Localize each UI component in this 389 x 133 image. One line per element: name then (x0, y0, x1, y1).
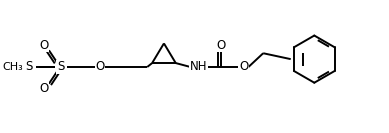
Text: O: O (239, 61, 248, 74)
Text: O: O (39, 82, 49, 95)
Text: O: O (39, 39, 49, 52)
Text: NH: NH (189, 61, 207, 74)
Text: S: S (57, 61, 65, 74)
Text: CH₃: CH₃ (3, 62, 23, 72)
Text: O: O (216, 39, 226, 52)
Text: O: O (95, 61, 105, 74)
Text: S: S (26, 61, 33, 74)
